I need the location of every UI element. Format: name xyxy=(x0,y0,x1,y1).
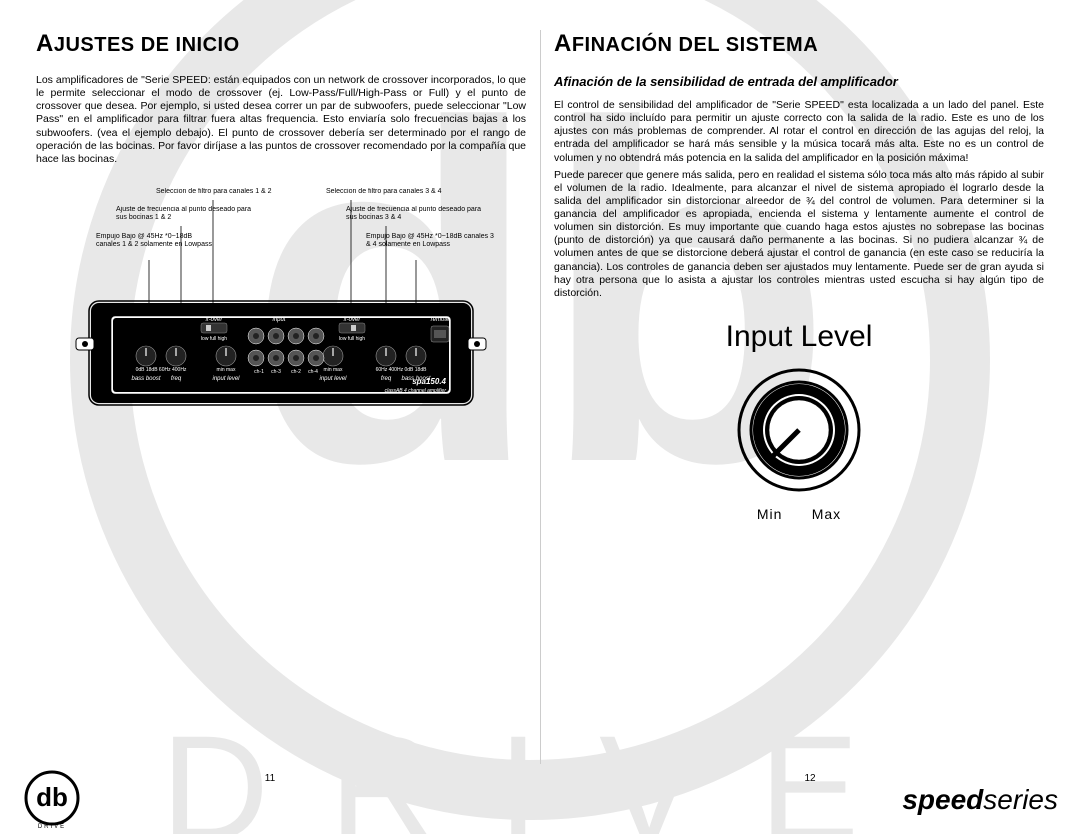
page-spread: AJUSTES DE INICIO Los amplificadores de … xyxy=(0,0,1080,834)
amp-inlevel2: input level xyxy=(319,376,347,382)
amp-freq2: freq xyxy=(381,376,392,382)
left-title: AJUSTES DE INICIO xyxy=(36,30,526,58)
left-para1: Los amplificadores de "Serie SPEED: está… xyxy=(36,74,526,166)
right-para2: Puede parecer que genere más salida, per… xyxy=(554,169,1044,300)
amp-class: classAB 4 channel amplifier xyxy=(385,388,447,394)
amp-ch3: ch-3 xyxy=(271,369,281,375)
knob-title: Input Level xyxy=(726,320,873,354)
amp-ch1: ch-1 xyxy=(254,369,264,375)
callout-4: Seleccion de filtro para canales 3 & 4 xyxy=(326,188,466,196)
amp-range3: min max xyxy=(324,367,343,373)
callout-1: Seleccion de filtro para canales 1 & 2 xyxy=(156,188,296,196)
right-subtitle: Afinación de la sensibilidad de entrada … xyxy=(554,74,1044,89)
knob-max: Max xyxy=(812,506,841,522)
right-para1: El control de sensibilidad del amplifica… xyxy=(554,99,1044,165)
knob-icon xyxy=(729,360,869,500)
brand-series: series xyxy=(983,784,1058,815)
amp-freq1: freq xyxy=(171,376,182,382)
amp-range4: 60Hz 400Hz 0dB 18dB xyxy=(376,367,428,373)
knob-min: Min xyxy=(757,506,783,522)
right-title: AFINACIÓN DEL SISTEMA xyxy=(554,30,1044,58)
callout-3: Empujo Bajo @ 45Hz *0~18dB canales 1 & 2… xyxy=(96,233,216,248)
amp-model: spa150.4 xyxy=(412,377,446,386)
input-level-knob-diagram: Input Level Min Max xyxy=(554,320,1044,522)
knob-min-max: Min Max xyxy=(757,506,841,522)
amp-sw-lfh2: low full high xyxy=(339,336,365,342)
amp-label-xover2: x-over xyxy=(343,317,362,323)
brand-speed: speed xyxy=(902,784,983,815)
db-logo-icon: db DRIVE xyxy=(22,770,82,830)
amp-label-remote: remote xyxy=(431,317,450,323)
amp-inlevel1: input level xyxy=(212,376,240,382)
amp-range1: 0dB 18dB 60Hz 400Hz xyxy=(136,367,187,373)
amp-ch2: ch-2 xyxy=(291,369,301,375)
right-column: AFINACIÓN DEL SISTEMA Afinación de la se… xyxy=(540,30,1058,764)
callout-2: Ajuste de frecuencia al punto deseado pa… xyxy=(116,206,256,221)
svg-text:DRIVE: DRIVE xyxy=(38,824,66,830)
amplifier-diagram: Seleccion de filtro para canales 1 & 2 A… xyxy=(36,188,526,428)
svg-text:db: db xyxy=(36,782,68,812)
callout-6: Empujo Bajo @ 45Hz *0~18dB canales 3 & 4… xyxy=(366,233,496,248)
brand-speedseries: speedseries xyxy=(902,784,1058,816)
footer: db DRIVE speedseries xyxy=(0,774,1080,834)
amp-ch4: ch-4 xyxy=(308,369,318,375)
amp-range2: min max xyxy=(217,367,236,373)
left-column: AJUSTES DE INICIO Los amplificadores de … xyxy=(22,30,540,764)
amp-sw-lfh1: low full high xyxy=(201,336,227,342)
amp-label-input: input xyxy=(272,317,285,323)
amp-label-xover1: x-over xyxy=(205,317,224,323)
callout-5: Ajuste de frecuencia al punto deseado pa… xyxy=(346,206,486,221)
amp-bass1: bass boost xyxy=(131,376,160,382)
